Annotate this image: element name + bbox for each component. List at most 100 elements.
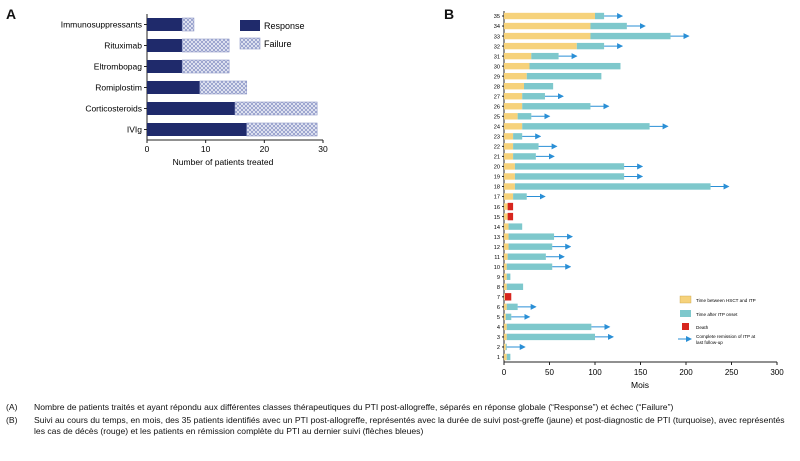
b-patient-label: 14 [494,225,500,231]
b-patient-label: 24 [494,125,500,131]
a-bar-failure-corticosteroids [234,101,318,116]
b-xtick-label: 200 [679,368,693,377]
a-bar-response-romiplostim [147,81,200,94]
a-bar-failure-ivig [246,122,318,137]
a-category-label: Romiplostim [95,83,142,93]
b-legend-swatch-itp [680,310,691,317]
b-bar-hsct-34 [504,22,591,30]
b-bar-itp-25 [517,113,532,120]
b-legend-label-hsct: Time between HSCT and ITP [696,298,756,303]
caption-text-b: Suivi au cours du temps, en mois, des 35… [34,415,785,436]
b-bar-hsct-12 [504,243,509,250]
b-bar-hsct-25 [504,113,518,120]
b-legend-label-itp: Time after ITP onset [696,312,738,317]
b-patient-label: 5 [497,315,500,321]
figure-caption: (A) Nombre de patients traités et ayant … [6,402,794,439]
a-bar-failure-eltrombopag [181,59,230,74]
a-bar-failure-immunosuppressants [181,17,195,32]
b-bar-itp-26 [522,103,591,110]
b-bar-hsct-16 [504,203,508,210]
b-bar-hsct-1 [504,353,507,361]
b-bar-itp-13 [508,233,555,240]
a-xtick-label: 20 [260,144,270,154]
b-bar-hsct-32 [504,42,577,50]
a-xtick-label: 0 [145,144,150,154]
b-bar-hsct-18 [504,183,515,190]
b-patient-label: 3 [497,335,500,341]
a-category-label: Rituximab [104,41,142,51]
b-patient-label: 8 [497,285,500,291]
a-category-label: Eltrombopag [94,62,142,72]
b-bar-hsct-21 [504,153,514,160]
b-bar-itp-30 [529,62,621,70]
b-patient-label: 28 [494,84,500,90]
panel-a-letter: A [6,6,17,22]
b-bar-hsct-5 [504,313,506,321]
b-bar-hsct-10 [504,263,507,270]
b-patient-label: 17 [494,195,500,201]
b-death-marker-15 [507,212,514,221]
b-bar-hsct-9 [504,273,507,280]
a-category-label: IVIg [127,125,142,135]
b-bar-hsct-30 [504,62,530,70]
b-bar-itp-22 [513,143,539,150]
b-patient-label: 31 [494,54,500,60]
b-patient-label: 19 [494,175,500,181]
b-bar-itp-19 [514,173,625,180]
b-bar-itp-31 [531,52,559,60]
b-patient-label: 11 [494,255,500,261]
caption-row-b: (B) Suivi au cours du temps, en mois, de… [6,415,794,437]
b-legend-label-death: Death [696,325,709,330]
b-bar-hsct-13 [504,233,509,240]
b-legend-label-arrow-2: last follow-up [696,340,723,345]
b-xtick-label: 0 [502,368,507,377]
b-patient-label: 13 [494,235,500,241]
b-bar-itp-14 [508,223,523,230]
b-patient-label: 34 [494,24,500,30]
b-patient-label: 35 [494,14,500,20]
b-bar-hsct-2 [504,343,506,351]
b-bar-itp-9 [506,273,511,280]
b-bar-itp-33 [590,32,671,40]
b-legend-swatch-death [682,323,689,330]
b-bar-hsct-17 [504,193,514,200]
a-bar-response-immunosuppressants [147,18,183,31]
b-patient-label: 18 [494,185,500,191]
b-bar-itp-27 [522,93,545,100]
b-bar-itp-2 [505,343,507,351]
b-bar-itp-23 [513,133,523,140]
b-bar-itp-28 [524,83,554,90]
a-bar-response-corticosteroids [147,102,235,115]
a-category-label: Corticosteroids [85,104,142,114]
a-bar-failure-romiplostim [199,80,248,95]
b-bar-hsct-3 [504,333,507,341]
b-xtick-label: 150 [634,368,648,377]
b-bar-hsct-20 [504,163,515,170]
b-legend-swatch-hsct [679,295,692,304]
caption-text-a: Nombre de patients traités et ayant répo… [34,402,674,412]
b-death-marker-7 [504,293,512,301]
b-bar-itp-35 [595,12,605,20]
b-patient-label: 10 [494,265,500,271]
a-bar-response-rituximab [147,39,183,52]
caption-key-a: (A) [6,402,18,412]
b-patient-label: 9 [497,275,500,281]
b-bar-hsct-31 [504,52,532,60]
b-bar-itp-5 [505,313,512,321]
b-bar-hsct-27 [504,93,523,100]
b-patient-label: 32 [494,44,500,50]
b-bar-itp-18 [514,183,711,190]
b-bar-hsct-6 [504,303,507,311]
b-bar-itp-29 [526,72,602,80]
b-patient-label: 25 [494,115,500,121]
caption-row-a: (A) Nombre de patients traités et ayant … [6,402,794,413]
b-bar-hsct-33 [504,32,591,40]
b-patient-label: 27 [494,94,500,100]
b-patient-label: 29 [494,74,500,80]
a-category-label: Immunosuppressants [61,20,142,30]
b-bar-hsct-23 [504,133,514,140]
b-patient-label: 2 [497,345,500,351]
b-bar-itp-24 [522,123,650,130]
